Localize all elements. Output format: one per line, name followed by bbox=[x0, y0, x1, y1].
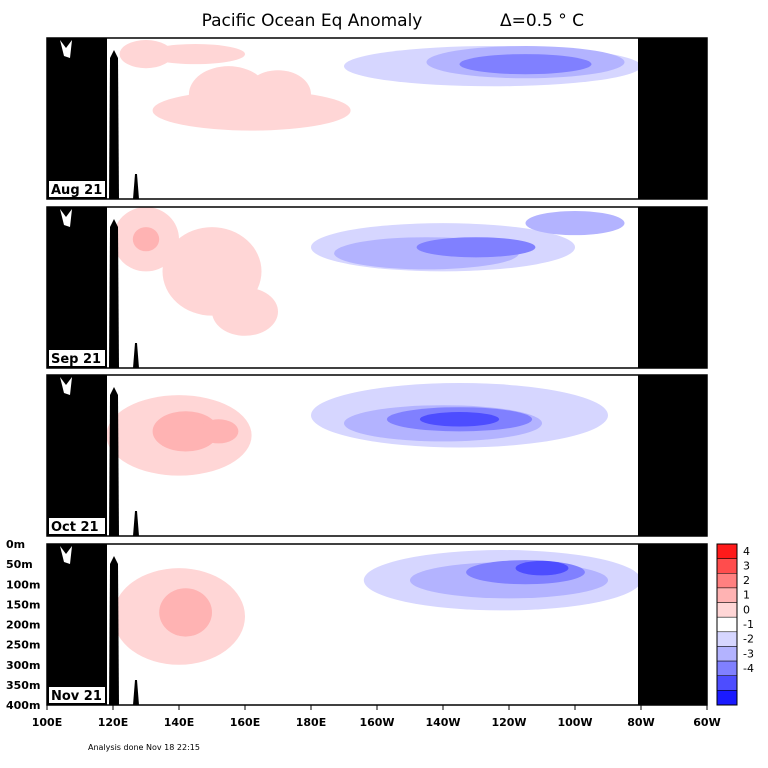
colorbar-label: 0 bbox=[743, 603, 750, 616]
land-mask-west bbox=[47, 38, 107, 199]
lon-tick-label: 100W bbox=[557, 716, 592, 729]
colorbar-label: 3 bbox=[743, 559, 750, 572]
island-small bbox=[133, 343, 139, 368]
warm-anomaly-contour bbox=[212, 287, 278, 336]
land-gap bbox=[60, 40, 72, 58]
colorbar: 43 2 10 -1 -2-3 -4 bbox=[716, 543, 754, 706]
colorbar-label: -4 bbox=[743, 662, 754, 675]
colorbar-label: 2 bbox=[743, 574, 750, 587]
depth-tick-label: 50m bbox=[6, 558, 33, 571]
panel-month-label: Sep 21 bbox=[51, 352, 101, 367]
lon-tick-label: 100E bbox=[32, 716, 62, 729]
colorbar-frame bbox=[716, 543, 738, 706]
land-mask-west bbox=[47, 544, 107, 705]
colorbar-label: 4 bbox=[743, 545, 750, 558]
lon-tick-label: 120E bbox=[98, 716, 128, 729]
lon-tick-label: 140E bbox=[164, 716, 194, 729]
cool-anomaly-contour bbox=[459, 54, 592, 75]
depth-tick-label: 250m bbox=[6, 639, 40, 652]
colorbar-label: -2 bbox=[743, 633, 754, 646]
colorbar-swatch bbox=[716, 587, 738, 603]
colorbar-swatch bbox=[716, 558, 738, 574]
warm-anomaly-contour bbox=[152, 90, 351, 131]
panel-oct-21: Oct 21 bbox=[46, 374, 708, 537]
chart-title: Pacific Ocean Eq Anomaly bbox=[202, 11, 423, 31]
land-gap bbox=[60, 377, 72, 395]
month-label-box bbox=[49, 350, 105, 366]
contour-interval-label: Δ=0.5 ° C bbox=[500, 11, 584, 31]
cool-anomaly-contour bbox=[525, 211, 625, 236]
colorbar-label: 1 bbox=[743, 589, 750, 602]
land-mask-west bbox=[47, 207, 107, 368]
panel-month-label: Aug 21 bbox=[51, 183, 102, 198]
colorbar-swatch bbox=[716, 602, 738, 618]
land-mask-east bbox=[638, 207, 707, 368]
panel-sep-21: Sep 21 bbox=[46, 206, 708, 369]
panel-month-label: Oct 21 bbox=[51, 520, 99, 535]
depth-tick-label: 350m bbox=[6, 679, 40, 692]
cool-anomaly-contour bbox=[416, 237, 536, 258]
depth-tick-label: 100m bbox=[6, 578, 40, 591]
lon-tick-label: 160E bbox=[230, 716, 260, 729]
depth-tick-label: 0m bbox=[6, 538, 25, 551]
depth-tick-label: 150m bbox=[6, 598, 40, 611]
island-ridge bbox=[109, 556, 119, 705]
depth-tick-label: 400m bbox=[6, 699, 40, 712]
colorbar-label: -3 bbox=[743, 647, 754, 660]
cool-anomaly-contour bbox=[419, 412, 500, 427]
month-label-box bbox=[49, 687, 105, 703]
island-small bbox=[133, 174, 139, 199]
island-small bbox=[133, 680, 139, 705]
month-label-box bbox=[49, 181, 105, 197]
lon-tick-label: 180E bbox=[296, 716, 326, 729]
colorbar-swatch bbox=[716, 573, 738, 589]
panel-frame bbox=[46, 37, 708, 200]
warm-anomaly-contour bbox=[146, 44, 245, 65]
lon-tick-label: 120W bbox=[491, 716, 526, 729]
land-mask-west bbox=[47, 375, 107, 536]
land-gap bbox=[60, 209, 72, 227]
panels-group: Aug 21 Sep 21 Oct 21 Nov 21 bbox=[46, 37, 708, 706]
depth-tick-label: 300m bbox=[6, 659, 40, 672]
longitude-axis: 100E 120E 140E 160E 180E 160W 140W 120W 100W 80W 6… bbox=[32, 705, 721, 729]
land-gap bbox=[60, 546, 72, 564]
colorbar-swatch bbox=[716, 646, 738, 662]
land-mask-east bbox=[638, 38, 707, 199]
warm-anomaly-contour bbox=[132, 227, 160, 252]
panel-aug-21: Aug 21 bbox=[46, 37, 708, 200]
colorbar-swatch bbox=[716, 543, 738, 559]
island-ridge bbox=[109, 219, 119, 368]
warm-anomaly-contour bbox=[159, 588, 213, 637]
panel-frame bbox=[46, 374, 708, 537]
panel-nov-21: Nov 21 bbox=[46, 543, 708, 706]
lon-tick-label: 140W bbox=[425, 716, 460, 729]
cool-anomaly-contour bbox=[515, 560, 569, 576]
colorbar-swatch bbox=[716, 675, 738, 691]
island-small bbox=[133, 511, 139, 536]
colorbar-swatch bbox=[716, 660, 738, 676]
depth-tick-label: 200m bbox=[6, 619, 40, 632]
island-ridge bbox=[109, 387, 119, 536]
analysis-footer: Analysis done Nov 18 22:15 bbox=[88, 743, 200, 752]
colorbar-label: -1 bbox=[743, 618, 754, 631]
warm-anomaly-contour bbox=[152, 411, 219, 452]
month-label-box bbox=[49, 518, 105, 534]
island-ridge bbox=[109, 50, 119, 199]
lon-tick-label: 60W bbox=[693, 716, 720, 729]
panel-month-label: Nov 21 bbox=[51, 689, 102, 704]
land-mask-east bbox=[638, 544, 707, 705]
colorbar-swatch bbox=[716, 631, 738, 647]
warm-anomaly-contour bbox=[198, 419, 239, 444]
colorbar-swatch bbox=[716, 616, 738, 633]
lon-tick-label: 80W bbox=[627, 716, 654, 729]
panel-frame bbox=[46, 206, 708, 369]
land-mask-east bbox=[638, 375, 707, 536]
depth-axis: 0m 50m 100m 150m 200m 250m 300m 350m 400m bbox=[6, 538, 40, 712]
lon-tick-label: 160W bbox=[359, 716, 394, 729]
colorbar-swatch bbox=[716, 690, 738, 706]
